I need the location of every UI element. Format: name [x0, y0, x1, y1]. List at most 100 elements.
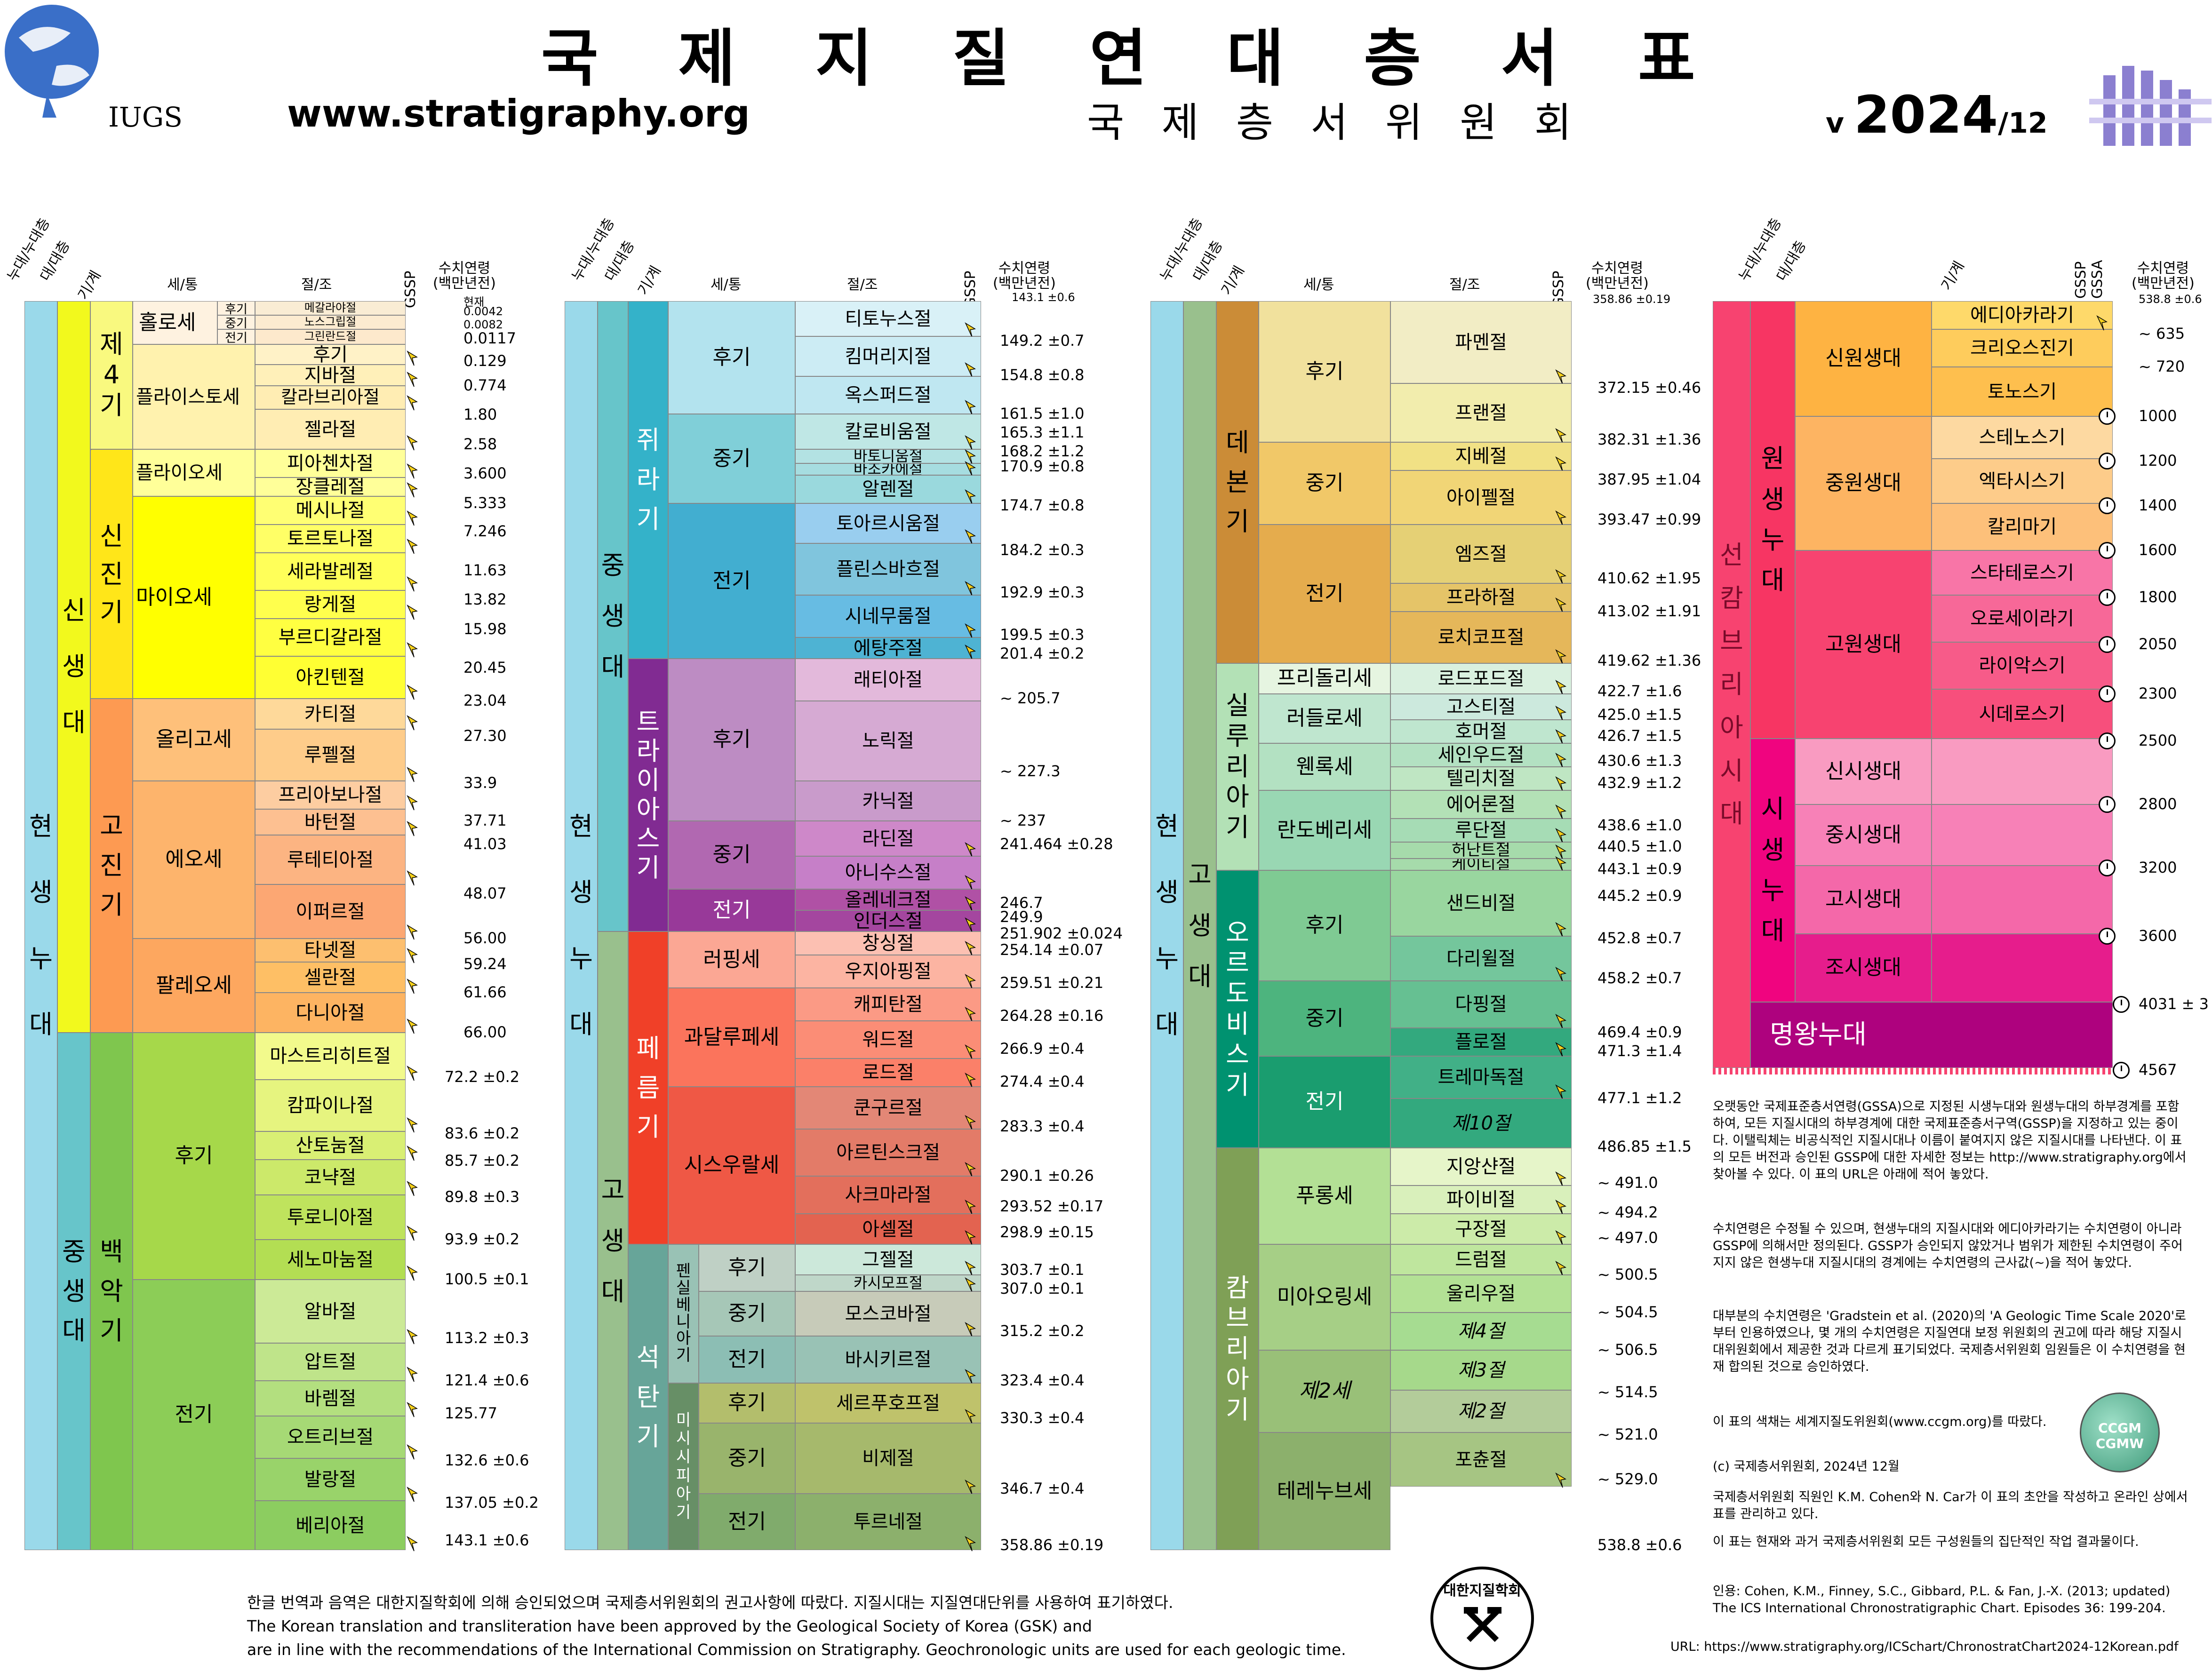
golden-spike-icon[interactable] — [965, 1200, 976, 1216]
series-late-miss[interactable]: 후기 — [699, 1383, 795, 1423]
stage-col2[interactable]: 캐피탄절 — [795, 988, 981, 1021]
stage-col3[interactable]: 제3절 — [1390, 1350, 1572, 1390]
gssa-clock-icon[interactable] — [2099, 589, 2116, 606]
stage-col1[interactable]: 노스그립절 — [255, 315, 406, 329]
series-miocene[interactable]: 마이오세 — [133, 496, 255, 699]
stage-col1[interactable]: 아킨텐절 — [255, 656, 406, 699]
series-early-triassic[interactable]: 전기 — [668, 889, 795, 931]
golden-spike-icon[interactable] — [1555, 649, 1566, 665]
stage-col1[interactable]: 피아첸차절 — [255, 449, 406, 477]
stage-col2[interactable]: 노릭절 — [795, 701, 981, 781]
stage-col1[interactable]: 다니아절 — [255, 993, 406, 1033]
golden-spike-icon[interactable] — [965, 1007, 976, 1023]
golden-spike-icon[interactable] — [1555, 844, 1566, 860]
golden-spike-icon[interactable] — [407, 1536, 418, 1552]
golden-spike-icon[interactable] — [407, 1066, 418, 1082]
footer-url[interactable]: URL: https://www.stratigraphy.org/ICScha… — [1670, 1639, 2179, 1654]
golden-spike-icon[interactable] — [407, 482, 418, 498]
series-early-devonian[interactable]: 전기 — [1259, 525, 1390, 663]
stage-col1[interactable]: 세라발레절 — [255, 553, 406, 590]
stage-col2[interactable]: 사크마라절 — [795, 1176, 981, 1214]
golden-spike-icon[interactable] — [965, 1115, 976, 1131]
era-eoarchean[interactable]: 조시생대 — [1795, 934, 1932, 1002]
gssa-clock-icon[interactable] — [2099, 796, 2116, 813]
golden-spike-icon[interactable] — [965, 581, 976, 597]
era-paleoproterozoic[interactable]: 고원생대 — [1795, 550, 1932, 739]
series-holocene[interactable]: 홀로세 — [133, 301, 217, 344]
stage-col3[interactable]: 에어론절 — [1390, 790, 1572, 819]
stage-col3[interactable]: 로드포드절 — [1390, 663, 1572, 694]
golden-spike-icon[interactable] — [1555, 369, 1566, 385]
stage-col1[interactable]: 루펠절 — [255, 729, 406, 781]
stage-col2[interactable]: 바토니움절 — [795, 449, 981, 463]
series-early-miss[interactable]: 전기 — [699, 1494, 795, 1550]
period-col4[interactable]: 크리오스진기 — [1932, 329, 2113, 367]
stage-col1[interactable]: 산토눔절 — [255, 1131, 406, 1160]
stage-col3[interactable]: 허난트절 — [1390, 842, 1572, 859]
series-paleocene[interactable]: 팔레오세 — [133, 939, 255, 1033]
golden-spike-icon[interactable] — [407, 1117, 418, 1133]
stage-col2[interactable]: 바시키르절 — [795, 1336, 981, 1383]
stage-col2[interactable]: 플린스바흐절 — [795, 543, 981, 595]
gssa-clock-icon[interactable] — [2113, 1062, 2130, 1079]
golden-spike-icon[interactable] — [1555, 1042, 1566, 1058]
series-eocene[interactable]: 에오세 — [133, 781, 255, 939]
golden-spike-icon[interactable] — [407, 1367, 418, 1383]
stage-col1[interactable]: 셀란절 — [255, 962, 406, 993]
golden-spike-icon[interactable] — [1555, 922, 1566, 938]
golden-spike-icon[interactable] — [965, 1369, 976, 1385]
golden-spike-icon[interactable] — [965, 941, 976, 957]
stage-col3[interactable]: 루단절 — [1390, 819, 1572, 842]
golden-spike-icon[interactable] — [2096, 315, 2108, 331]
series-ludlow[interactable]: 러들로세 — [1259, 694, 1390, 743]
golden-spike-icon[interactable] — [407, 435, 418, 451]
stage-col3[interactable]: 파멘절 — [1390, 301, 1572, 383]
golden-spike-icon[interactable] — [1555, 828, 1566, 844]
stage-col1[interactable]: 마스트리히트절 — [255, 1033, 406, 1080]
stage-col2[interactable]: 모스코바절 — [795, 1291, 981, 1336]
stage-col1[interactable]: 토르토나절 — [255, 525, 406, 553]
period-col4[interactable]: 스테노스기 — [1932, 416, 2113, 459]
golden-spike-icon[interactable] — [407, 372, 418, 388]
series-furongian[interactable]: 푸롱세 — [1259, 1148, 1390, 1244]
golden-spike-icon[interactable] — [965, 875, 976, 891]
golden-spike-icon[interactable] — [1555, 1200, 1566, 1216]
stage-col1[interactable]: 그린란드절 — [255, 329, 406, 344]
period-col4[interactable]: 에디아카라기 — [1932, 301, 2113, 329]
golden-spike-icon[interactable] — [1555, 569, 1566, 585]
gssa-clock-icon[interactable] — [2099, 732, 2116, 749]
golden-spike-icon[interactable] — [407, 539, 418, 555]
stage-col1[interactable]: 투로니아절 — [255, 1195, 406, 1240]
stage-col3[interactable]: 제2절 — [1390, 1390, 1572, 1432]
gssa-clock-icon[interactable] — [2113, 996, 2130, 1013]
golden-spike-icon[interactable] — [1555, 1472, 1566, 1488]
gssa-clock-icon[interactable] — [2099, 542, 2116, 559]
stage-col2[interactable]: 투르네절 — [795, 1494, 981, 1550]
series-wenlock[interactable]: 웬록세 — [1259, 743, 1390, 790]
golden-spike-icon[interactable] — [1555, 428, 1566, 444]
stage-col3[interactable]: 트레마독절 — [1390, 1056, 1572, 1098]
series-late-devonian[interactable]: 후기 — [1259, 301, 1390, 442]
era-neoproterozoic[interactable]: 신원생대 — [1795, 301, 1932, 416]
golden-spike-icon[interactable] — [965, 842, 976, 858]
series-late-penn[interactable]: 후기 — [699, 1244, 795, 1291]
stage-col2[interactable]: 바조카에절 — [795, 463, 981, 475]
period-col4[interactable]: 시데로스기 — [1932, 689, 2113, 739]
series-pliocene[interactable]: 플라이오세 — [133, 449, 255, 496]
period-col4[interactable]: 오로세이라기 — [1932, 595, 2113, 642]
golden-spike-icon[interactable] — [407, 924, 418, 940]
stage-col2[interactable]: 로드절 — [795, 1058, 981, 1087]
stage-col3[interactable]: 다리윌절 — [1390, 936, 1572, 981]
stage-col3[interactable]: 프라하절 — [1390, 583, 1572, 612]
golden-spike-icon[interactable] — [1555, 510, 1566, 526]
stage-col2[interactable]: 그젤절 — [795, 1244, 981, 1275]
golden-spike-icon[interactable] — [965, 435, 976, 451]
